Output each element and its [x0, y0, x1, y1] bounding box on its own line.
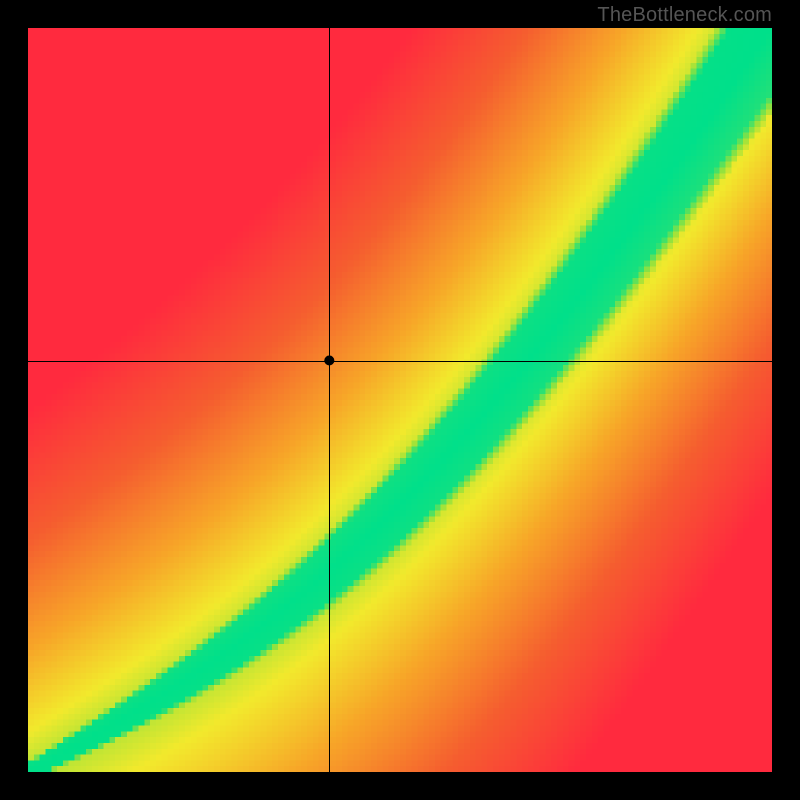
heatmap-plot — [28, 28, 772, 772]
watermark-text: TheBottleneck.com — [597, 4, 772, 27]
crosshair-overlay — [28, 28, 772, 772]
